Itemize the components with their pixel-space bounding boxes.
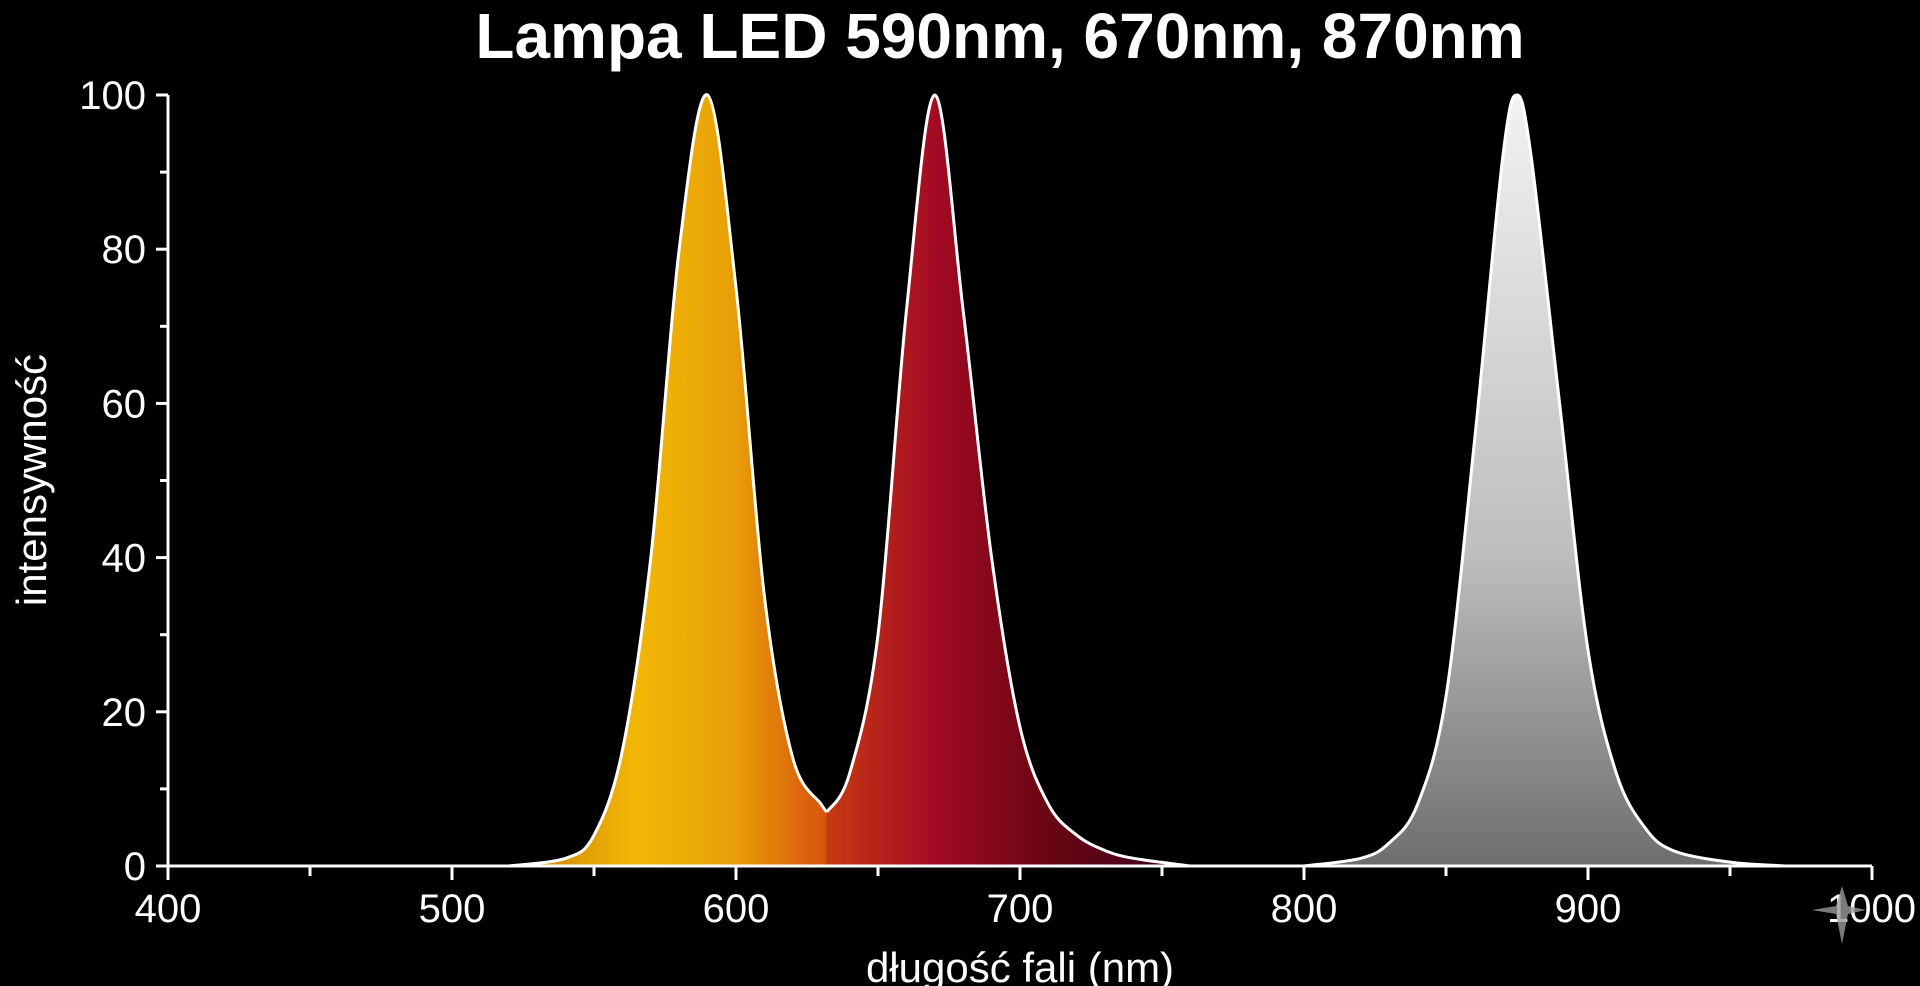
plot-areas [508,93,1787,868]
line-870nm [1303,93,1787,868]
y-tick-label: 60 [102,382,147,426]
x-tick-label: 400 [135,887,202,931]
y-tick-label: 20 [102,691,147,735]
y-axis-label: intensywność [8,354,55,606]
area-870nm [1304,95,1787,866]
x-tick-label: 800 [1271,887,1338,931]
y-tick-label: 0 [124,845,146,889]
area-590nm [508,94,827,866]
y-ticks: 0 20 40 60 80 100 [79,74,168,889]
y-tick-label: 40 [102,537,147,581]
area-670nm [826,95,1191,866]
line-590nm [508,93,829,868]
x-axis-label: długość fali (nm) [866,944,1174,986]
x-tick-label: 600 [703,887,770,931]
chart-title: Lampa LED 590nm, 670nm, 870nm [475,0,1524,72]
x-ticks: 400 500 600 700 800 900 1000 [135,866,1916,931]
x-tick-label: 900 [1555,887,1622,931]
y-tick-label: 100 [79,74,146,118]
y-tick-label: 80 [102,228,147,272]
line-670nm [825,93,1191,868]
sparkle-icon [1812,886,1866,944]
x-tick-label: 700 [987,887,1054,931]
x-tick-label: 500 [419,887,486,931]
